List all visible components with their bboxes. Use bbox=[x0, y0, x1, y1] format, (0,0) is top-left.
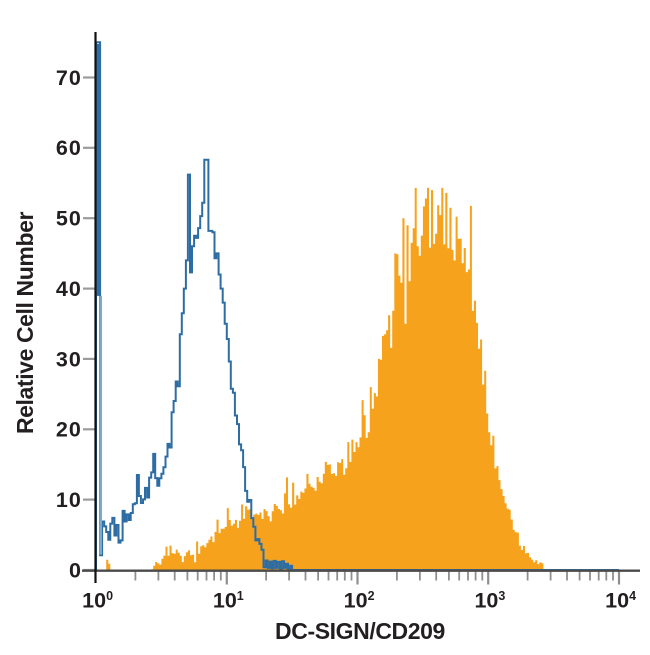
svg-text:Relative Cell Number: Relative Cell Number bbox=[12, 212, 38, 435]
svg-text:0: 0 bbox=[69, 558, 82, 582]
svg-text:70: 70 bbox=[56, 66, 82, 90]
svg-text:DC-SIGN/CD209: DC-SIGN/CD209 bbox=[275, 618, 445, 644]
svg-text:20: 20 bbox=[56, 418, 82, 442]
svg-text:40: 40 bbox=[56, 277, 82, 301]
svg-text:10: 10 bbox=[56, 488, 82, 512]
svg-text:30: 30 bbox=[56, 347, 82, 371]
svg-text:50: 50 bbox=[56, 207, 82, 231]
svg-text:60: 60 bbox=[56, 136, 82, 160]
